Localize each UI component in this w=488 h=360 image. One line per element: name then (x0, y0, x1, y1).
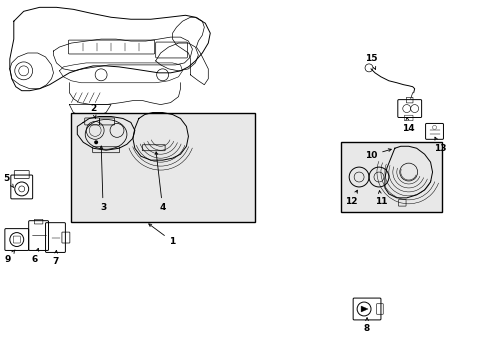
Text: 15: 15 (364, 54, 377, 69)
Circle shape (94, 140, 98, 144)
Text: 5: 5 (4, 174, 14, 188)
Text: 2: 2 (90, 104, 96, 118)
Text: 6: 6 (31, 248, 39, 264)
Bar (71, 113, 254, 222)
Text: 13: 13 (433, 137, 446, 153)
Text: 3: 3 (100, 146, 106, 212)
Text: 8: 8 (363, 318, 369, 333)
Text: 14: 14 (402, 117, 414, 133)
Text: 10: 10 (364, 149, 390, 160)
Circle shape (432, 125, 436, 129)
Text: 12: 12 (344, 190, 357, 206)
Text: 7: 7 (52, 251, 59, 266)
Bar (341, 142, 442, 212)
Text: 4: 4 (155, 152, 165, 212)
Text: 1: 1 (148, 224, 175, 246)
Polygon shape (360, 306, 367, 312)
Text: 9: 9 (5, 250, 15, 264)
Text: 11: 11 (374, 191, 386, 206)
